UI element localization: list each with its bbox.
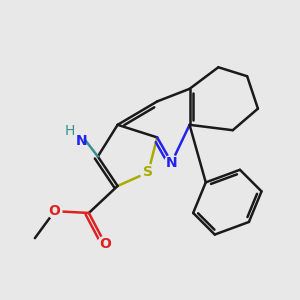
Circle shape bbox=[47, 204, 62, 218]
Text: O: O bbox=[49, 204, 61, 218]
Text: O: O bbox=[99, 236, 111, 250]
Text: N: N bbox=[76, 134, 88, 148]
Text: N: N bbox=[166, 156, 177, 170]
Text: S: S bbox=[143, 165, 153, 179]
Circle shape bbox=[164, 155, 179, 170]
Text: H: H bbox=[65, 124, 75, 138]
Circle shape bbox=[98, 236, 112, 251]
Circle shape bbox=[140, 164, 156, 180]
